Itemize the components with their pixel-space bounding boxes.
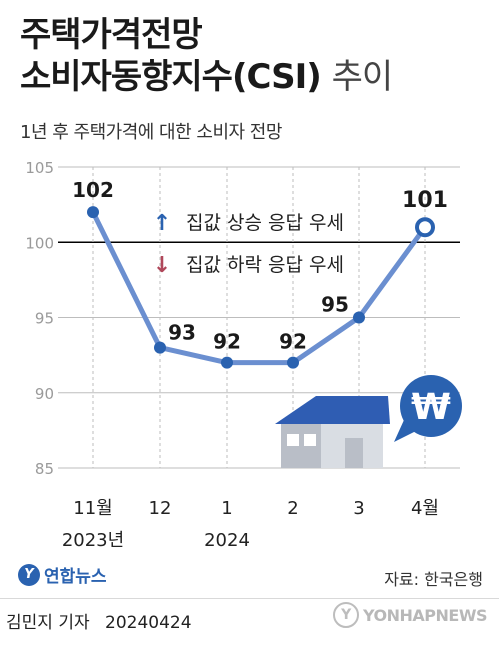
x-tick-label: 3 [353, 498, 364, 519]
house-window-icon [304, 434, 316, 446]
x-year-label: 2024 [204, 530, 250, 551]
legend-down-arrow-icon: ↓ [153, 253, 171, 278]
series-line [90, 211, 428, 366]
data-label: 92 [213, 330, 241, 354]
chart-title: 주택가격전망 소비자동향지수(CSI) 추이 [20, 14, 394, 98]
data-label: 92 [279, 330, 307, 354]
y-tick-label: 105 [25, 159, 54, 177]
title-line-2: 소비자동향지수(CSI) 추이 [20, 56, 394, 98]
chart-subtitle: 1년 후 주택가격에 대한 소비자 전망 [20, 122, 282, 143]
x-tick-label: 1 [221, 498, 232, 519]
house-roof-icon [275, 396, 390, 424]
won-bubble-tail-icon [394, 420, 418, 442]
title-line-2-bold: 소비자동향지수(CSI) [20, 57, 322, 97]
data-label: 101 [402, 188, 448, 213]
publish-date: 20240424 [105, 613, 192, 633]
data-label: 102 [72, 178, 114, 202]
source-note: 자료: 한국은행 [384, 570, 483, 589]
watermark: Y YONHAPNEWS [333, 602, 488, 628]
data-point [154, 341, 166, 354]
house-window-icon [287, 434, 299, 446]
data-point [415, 217, 435, 238]
byline: 김민지 기자 20240424 [6, 608, 192, 633]
y-tick-label: 100 [25, 234, 54, 252]
y-tick-label: 90 [35, 385, 54, 403]
legend-up-arrow-icon: ↑ [153, 211, 171, 236]
brand-logo: Y 연합뉴스 [18, 562, 107, 587]
x-tick-label: 12 [149, 498, 172, 519]
brand-mark-icon: Y [18, 563, 40, 586]
data-point [287, 356, 299, 369]
x-tick-label: 2 [287, 498, 298, 519]
data-label: 93 [168, 321, 196, 345]
legend-down-label: 집값 하락 응답 우세 [186, 254, 344, 276]
x-tick-label: 4월 [411, 498, 439, 519]
title-line-1: 주택가격전망 [20, 15, 203, 55]
legend-up-label: 집값 상승 응답 우세 [186, 212, 344, 234]
y-tick-label: 95 [35, 310, 54, 328]
data-point [87, 206, 99, 219]
data-point [221, 356, 233, 369]
x-year-label: 2023년 [62, 530, 124, 551]
watermark-text: YONHAPNEWS [363, 605, 488, 625]
house-door-icon [345, 438, 363, 468]
data-label: 95 [321, 293, 349, 317]
won-bubble-icon [400, 375, 462, 437]
x-tick-label: 11월 [73, 498, 112, 519]
brand-name: 연합뉴스 [44, 567, 107, 587]
footer-divider [0, 598, 499, 599]
data-point [353, 311, 365, 324]
title-line-2-light: 추이 [331, 57, 394, 97]
author-name: 김민지 기자 [6, 613, 90, 633]
won-symbol: ₩ [411, 387, 451, 428]
y-tick-label: 85 [35, 460, 54, 478]
watermark-logo-icon: Y [333, 602, 359, 628]
